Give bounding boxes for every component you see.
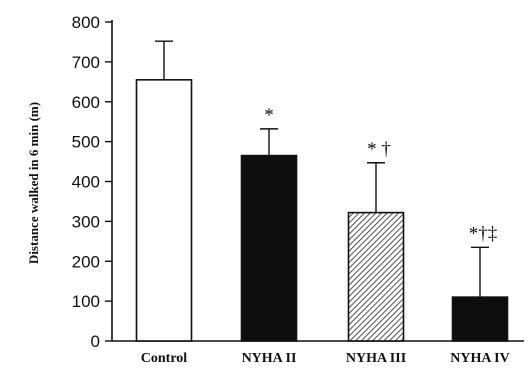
bar-nyha-iii bbox=[347, 211, 405, 342]
y-tick-label: 600 bbox=[72, 93, 100, 112]
bar-nyha-ii bbox=[240, 154, 298, 342]
x-tick-label: NYHA IV bbox=[450, 351, 510, 366]
y-tick-label: 700 bbox=[72, 53, 100, 72]
y-tick-label: 400 bbox=[72, 173, 100, 192]
bars bbox=[135, 40, 509, 342]
x-tick-label: NYHA II bbox=[242, 351, 297, 366]
bar-nyha-iv bbox=[451, 296, 509, 342]
y-axis-title: Distance walked in 6 min (m) bbox=[26, 102, 41, 264]
y-tick-label: 500 bbox=[72, 133, 100, 152]
y-tick-label: 300 bbox=[72, 212, 100, 231]
y-axis-ticks: 0 100 200 300 400 500 600 700 800 bbox=[72, 13, 112, 351]
bar-control bbox=[135, 79, 193, 342]
y-tick-label: 200 bbox=[72, 252, 100, 271]
x-axis-labels: Control NYHA II NYHA III NYHA IV bbox=[141, 351, 510, 366]
significance-annotations: * * † *†‡ bbox=[264, 105, 497, 244]
y-tick-label: 100 bbox=[72, 292, 100, 311]
significance-marker: * † bbox=[367, 139, 391, 160]
x-tick-label: Control bbox=[141, 351, 188, 366]
x-tick-label: NYHA III bbox=[346, 351, 406, 366]
significance-marker: * bbox=[264, 105, 274, 126]
y-tick-label: 800 bbox=[72, 13, 100, 32]
y-tick-label: 0 bbox=[91, 332, 100, 351]
significance-marker: *†‡ bbox=[469, 223, 498, 244]
